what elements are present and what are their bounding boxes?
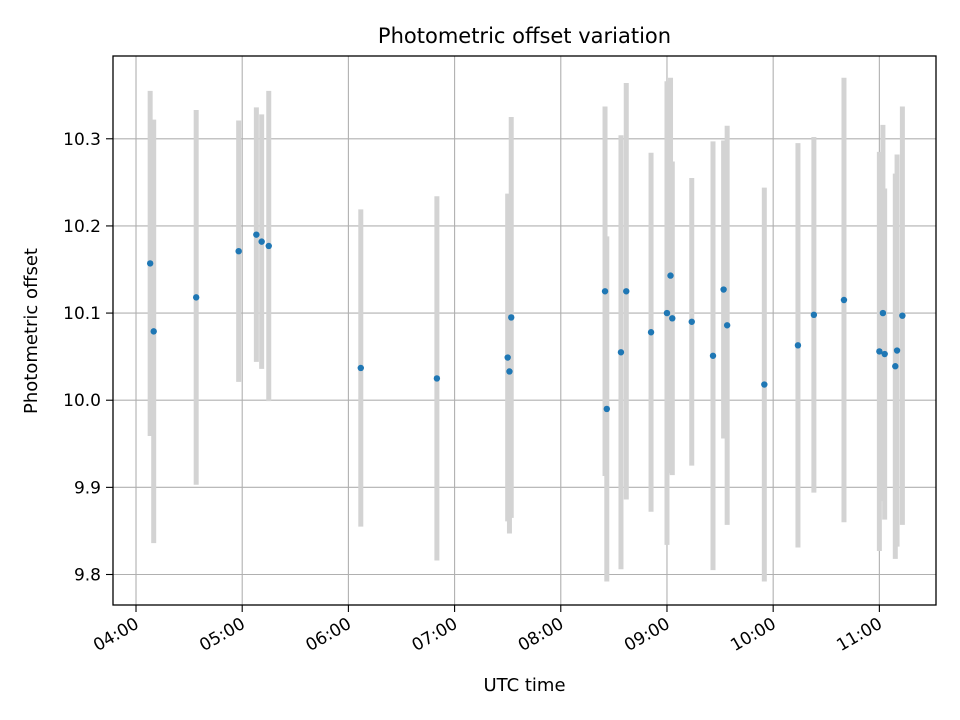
data-point [709,352,717,359]
data-point [603,405,610,413]
data-point [508,314,515,321]
y-axis-label: Photometric offset [21,248,42,414]
y-tick-label: 9.8 [74,566,101,586]
data-point [647,329,655,336]
chart-title: Photometric offset variation [378,24,671,48]
data-point [258,238,265,245]
data-point [720,286,727,293]
y-tick-label: 10.1 [63,304,101,324]
data-point [617,349,625,356]
data-point [150,328,157,335]
data-point [192,294,200,301]
data-point [667,272,674,279]
data-point [601,288,609,295]
data-point [810,311,818,319]
data-point [876,348,883,355]
data-point [879,309,887,317]
data-point [688,318,695,325]
data-point [840,296,848,304]
data-point [357,364,364,372]
data-point [899,312,906,319]
y-tick-label: 10.2 [63,217,101,237]
data-point [794,342,802,349]
data-points [146,231,906,413]
data-point [504,354,511,361]
x-tick-label: 09:00 [621,614,673,656]
y-tick-label: 9.9 [74,478,101,498]
data-point [663,309,671,317]
data-point [235,248,242,255]
x-tick-label: 06:00 [302,614,354,656]
data-point [253,231,260,238]
data-point [723,322,731,329]
x-tick-label: 05:00 [196,614,248,656]
error-bars [147,77,905,582]
data-point [506,368,513,375]
data-point [892,363,899,370]
data-point [433,375,441,382]
data-point [623,288,630,295]
y-tick-label: 10.0 [63,391,101,411]
x-tick-label: 10:00 [727,614,779,656]
data-point [881,350,888,358]
x-axis: 04:00 05:00 06:00 07:00 08:00 09:00 10:00 11:00 [90,605,886,656]
data-point [265,242,272,250]
x-tick-label: 04:00 [90,614,142,656]
x-tick-label: 08:00 [515,614,567,656]
data-point [893,347,901,354]
data-point [669,315,676,322]
y-tick-label: 10.3 [63,130,101,150]
x-tick-label: 11:00 [833,614,885,656]
plot-frame [112,55,937,606]
data-point [761,381,768,388]
x-axis-label: UTC time [483,675,565,696]
y-axis: 9.8 9.9 10.0 10.1 10.2 10.3 [63,130,113,586]
data-point [146,260,154,267]
x-tick-label: 07:00 [409,614,461,656]
